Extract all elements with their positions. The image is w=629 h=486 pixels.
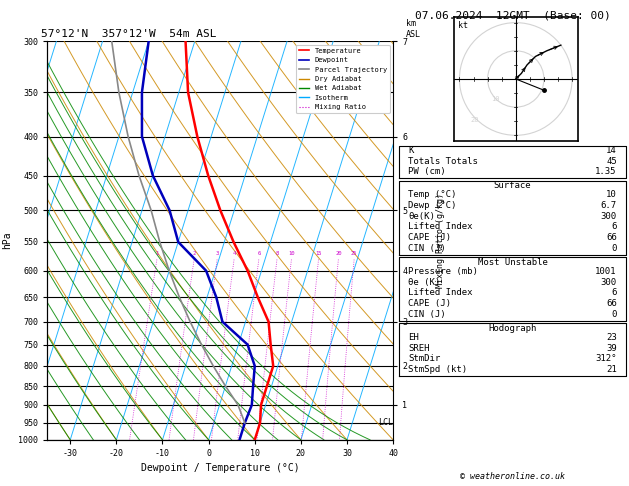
Text: Lifted Index: Lifted Index — [408, 289, 473, 297]
Text: 312°: 312° — [595, 354, 617, 364]
Text: 10: 10 — [606, 191, 617, 199]
Text: 300: 300 — [601, 212, 617, 221]
Legend: Temperature, Dewpoint, Parcel Trajectory, Dry Adiabat, Wet Adiabat, Isotherm, Mi: Temperature, Dewpoint, Parcel Trajectory… — [296, 45, 389, 113]
Text: 14: 14 — [606, 146, 617, 155]
Text: CAPE (J): CAPE (J) — [408, 299, 452, 308]
Text: 8: 8 — [276, 251, 279, 256]
Text: Dewp (°C): Dewp (°C) — [408, 201, 457, 210]
Text: 0: 0 — [611, 244, 617, 253]
Text: K: K — [408, 146, 414, 155]
Text: θe (K): θe (K) — [408, 278, 441, 287]
Text: 20: 20 — [471, 117, 479, 122]
Text: StmSpd (kt): StmSpd (kt) — [408, 365, 467, 374]
Text: CIN (J): CIN (J) — [408, 310, 446, 319]
Text: 6.7: 6.7 — [601, 201, 617, 210]
Text: Totals Totals: Totals Totals — [408, 156, 478, 166]
Text: 6: 6 — [257, 251, 260, 256]
Text: Most Unstable: Most Unstable — [477, 258, 548, 267]
Text: 0: 0 — [611, 310, 617, 319]
Text: 2: 2 — [192, 251, 196, 256]
Text: Temp (°C): Temp (°C) — [408, 191, 457, 199]
X-axis label: Dewpoint / Temperature (°C): Dewpoint / Temperature (°C) — [141, 464, 299, 473]
Text: Lifted Index: Lifted Index — [408, 223, 473, 231]
Text: 25: 25 — [351, 251, 357, 256]
Text: 39: 39 — [606, 344, 617, 353]
Text: PW (cm): PW (cm) — [408, 167, 446, 176]
Text: 07.06.2024  12GMT  (Base: 00): 07.06.2024 12GMT (Base: 00) — [415, 11, 611, 21]
Text: 23: 23 — [606, 333, 617, 342]
Text: 6: 6 — [611, 289, 617, 297]
Text: kt: kt — [457, 21, 467, 30]
Text: LCL: LCL — [378, 418, 393, 427]
Text: Hodograph: Hodograph — [489, 324, 537, 333]
Text: Mixing Ratio (g/kg): Mixing Ratio (g/kg) — [436, 193, 445, 288]
Text: 10: 10 — [288, 251, 294, 256]
Text: StmDir: StmDir — [408, 354, 441, 364]
Text: © weatheronline.co.uk: © weatheronline.co.uk — [460, 472, 565, 481]
Text: 10: 10 — [491, 96, 500, 102]
Text: 1.35: 1.35 — [595, 167, 617, 176]
Text: 1001: 1001 — [595, 267, 617, 276]
Y-axis label: hPa: hPa — [3, 232, 13, 249]
Text: 15: 15 — [315, 251, 322, 256]
Text: 1: 1 — [155, 251, 159, 256]
Text: 66: 66 — [606, 233, 617, 242]
Text: θe(K): θe(K) — [408, 212, 435, 221]
Text: 45: 45 — [606, 156, 617, 166]
Text: 4: 4 — [233, 251, 236, 256]
Text: SREH: SREH — [408, 344, 430, 353]
Text: Pressure (mb): Pressure (mb) — [408, 267, 478, 276]
Text: 21: 21 — [606, 365, 617, 374]
Text: km
ASL: km ASL — [406, 19, 421, 39]
Text: EH: EH — [408, 333, 419, 342]
Text: CIN (J): CIN (J) — [408, 244, 446, 253]
Text: 3: 3 — [216, 251, 219, 256]
Text: Surface: Surface — [494, 181, 532, 190]
Text: 20: 20 — [335, 251, 342, 256]
Text: 300: 300 — [601, 278, 617, 287]
Text: CAPE (J): CAPE (J) — [408, 233, 452, 242]
Text: 6: 6 — [611, 223, 617, 231]
Text: 57°12'N  357°12'W  54m ASL: 57°12'N 357°12'W 54m ASL — [41, 29, 216, 39]
Text: 66: 66 — [606, 299, 617, 308]
